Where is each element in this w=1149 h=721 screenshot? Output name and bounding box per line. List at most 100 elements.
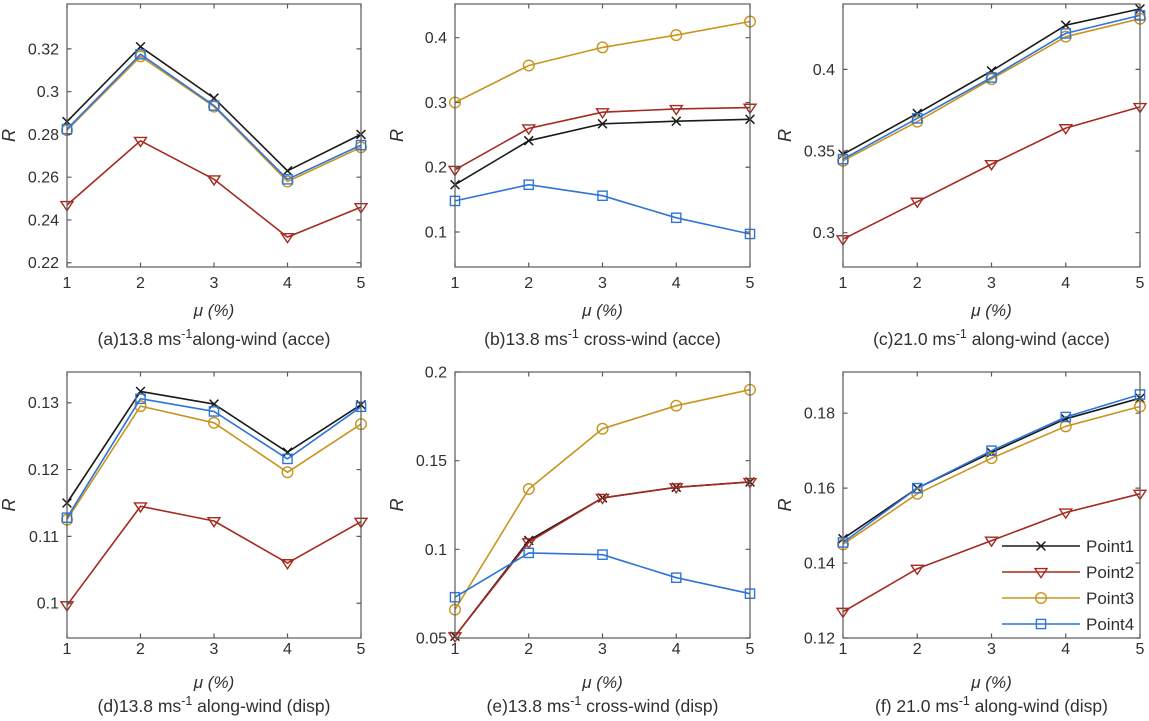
series-line-Point2 [842,106,1141,240]
legend-marker-Point1 [1036,541,1046,551]
y-tick-label: 0.16 [804,481,835,498]
series-group [835,389,1148,619]
marker-Point1 [671,116,682,127]
y-tick-label: 0.22 [28,255,59,272]
y-axis-label: R [0,129,19,142]
x-axis-label: μ (%) [193,673,234,692]
plot-frame [454,3,751,268]
series-line-Point2 [66,140,362,238]
marker-Point4 [208,100,220,111]
subplot-f-canvas: 1 2 3 4 5 0.12 0.14 0.16 0.18 Rμ (%) (f) 21.0 ms-1… [775,371,1148,716]
marker-Point2 [521,124,537,136]
y-axis-label: R [387,499,407,512]
x-tick-label: 5 [1136,275,1145,292]
x-tick-label: 5 [357,275,366,292]
series-group [59,41,369,244]
subplot-caption: (d)13.8 ms-1 along-wind (disp) [98,694,331,716]
series-group [447,383,758,644]
legend-entry-Point2: Point2 [1002,563,1134,582]
marker-Point2 [280,232,295,244]
series-line-Point3 [842,17,1141,162]
marker-Point4 [670,572,682,584]
series-line-Point4 [842,14,1141,160]
series-line-Point3 [66,405,362,521]
y-tick-label: 0.11 [29,529,59,546]
x-tick-label: 2 [136,275,145,292]
y-tick-label: 0.12 [28,462,59,479]
series-line-Point3 [66,55,362,183]
marker-Point4 [282,174,293,185]
series-line-Point4 [454,183,751,235]
subplot-d-canvas: 1 2 3 4 5 0.1 0.11 0.12 0.13 Rμ (%) (d)13.8 ms-1 a… [0,371,369,716]
x-tick-label: 4 [672,275,681,292]
marker-Point4 [986,72,997,83]
legend-entry-Point1: Point1 [1002,537,1134,556]
x-tick-label: 4 [672,641,681,658]
y-tick-label: 0.28 [28,127,59,144]
y-tick-label: 0.26 [28,170,59,187]
marker-Point4 [523,547,535,559]
x-tick-label: 4 [1061,275,1070,292]
plot-frame [454,371,751,639]
x-tick-label: 2 [524,275,533,292]
y-axis-label: R [775,129,795,142]
x-tick-label: 3 [987,641,996,658]
series-line-Point2 [454,106,751,171]
series-line-Point4 [454,552,751,598]
legend-marker-Point3 [1035,591,1048,604]
series-line-Point2 [454,481,751,637]
y-tick-label: 0.4 [813,62,835,79]
marker-Point4 [135,393,146,405]
x-tick-label: 2 [913,641,922,658]
marker-Point2 [133,136,148,148]
y-tick-label: 0.3 [37,84,59,101]
y-tick-label: 0.1 [425,225,447,242]
x-tick-label: 1 [451,641,460,658]
series-line-Point4 [66,397,362,519]
marker-Point2 [909,197,925,209]
marker-Point3 [596,41,609,54]
series-line-Point3 [842,405,1141,545]
y-tick-label: 0.2 [425,160,447,177]
marker-Point4 [135,48,146,60]
marker-Point3 [670,29,683,42]
x-tick-label: 1 [839,641,848,658]
marker-Point3 [134,50,147,63]
marker-Point2 [984,536,999,548]
x-axis-label: μ (%) [581,673,622,692]
marker-Point2 [668,104,684,116]
marker-Point4 [282,453,293,465]
legend-marker-Point2 [1033,567,1049,579]
marker-Point4 [670,212,682,224]
marker-Point1 [523,135,534,146]
marker-Point1 [282,165,293,176]
marker-Point3 [522,483,535,496]
subplot-a-canvas: 1 2 3 4 5 0.22 0.24 0.26 0.28 0.3 0.32 Rμ (%) (a)13.… [0,3,369,349]
x-tick-label: 5 [746,275,755,292]
marker-Point3 [207,416,220,429]
marker-Point3 [522,59,535,72]
marker-Point2 [206,175,222,187]
series-line-Point1 [842,397,1141,540]
y-tick-label: 0.15 [416,453,447,470]
y-tick-label: 0.32 [28,41,59,58]
subplot-caption: (c)21.0 ms-1 along-wind (acce) [873,327,1110,349]
series-line-Point4 [66,53,362,181]
marker-Point2 [280,559,295,571]
marker-Point1 [986,66,997,76]
x-tick-label: 1 [451,275,460,292]
marker-Point2 [206,516,222,528]
x-axis-label: μ (%) [970,673,1011,692]
series-line-Point2 [842,493,1141,613]
marker-Point4 [208,406,220,417]
x-tick-label: 2 [524,641,533,658]
marker-Point4 [986,445,997,456]
legend: Point1 Point2 Point3 Point4 [1002,537,1134,634]
y-tick-label: 0.1 [425,542,447,559]
series-line-Point4 [842,393,1141,544]
series-line-Point3 [454,20,751,104]
